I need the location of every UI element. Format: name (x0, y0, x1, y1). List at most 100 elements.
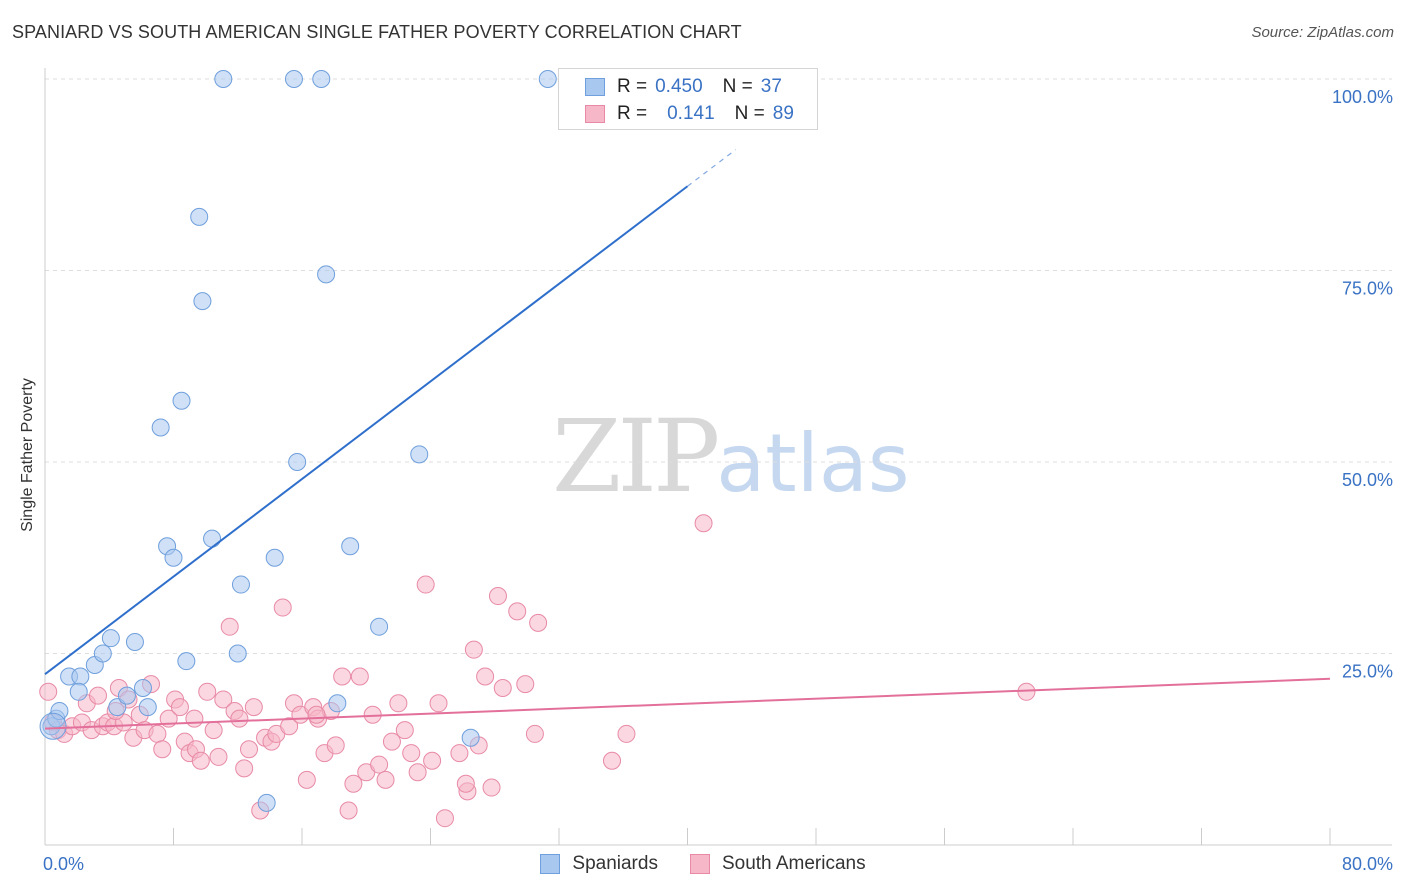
south-american-point (235, 759, 254, 778)
south-american-point (39, 682, 58, 701)
south-americans-swatch-icon (689, 854, 710, 874)
legend-item-south-americans[interactable]: South Americans (689, 853, 866, 875)
spaniard-point (538, 70, 557, 88)
spaniard-point (138, 698, 157, 717)
south-american-point (493, 678, 512, 697)
spaniard-point (317, 265, 336, 284)
south-american-point (297, 770, 316, 789)
south-american-point (1017, 682, 1036, 701)
south-american-point (370, 755, 389, 774)
spaniard-point (117, 686, 136, 705)
south-american-point (153, 740, 172, 759)
legend-item-spaniards[interactable]: Spaniards (540, 853, 658, 875)
south-american-point (244, 698, 263, 717)
spaniard-point (50, 701, 69, 720)
south-american-point (376, 770, 395, 789)
spaniard-point (151, 418, 170, 437)
south-american-point (220, 617, 239, 636)
south-american-point (239, 740, 258, 759)
x-tick-label: 0.0% (43, 854, 84, 874)
south-american-point (389, 694, 408, 713)
spaniard-cluster-point (39, 712, 67, 740)
spaniards-swatch-icon (540, 854, 561, 874)
y-tick-label: 25.0% (1342, 662, 1393, 682)
south-american-point (508, 602, 527, 621)
spaniard-point (328, 694, 347, 713)
y-tick-label: 50.0% (1342, 470, 1393, 490)
spaniard-point (71, 667, 90, 686)
south-american-point (435, 809, 454, 828)
spaniard-point (265, 548, 284, 567)
south-american-point (170, 698, 189, 717)
legend-label: Spaniards (572, 853, 658, 874)
spaniard-point (257, 793, 276, 812)
legend-label: South Americans (721, 853, 866, 874)
south-american-point (450, 744, 469, 763)
south-american-point (339, 801, 358, 820)
stats-n-value: 89 (772, 103, 794, 124)
spaniards-trend-extension (687, 149, 737, 187)
south-american-point (307, 705, 326, 724)
south-american-point (529, 613, 548, 632)
south-american-point (694, 514, 713, 533)
south-american-point (382, 732, 401, 751)
spaniards-trend-line (44, 185, 689, 675)
spaniard-point (341, 537, 360, 556)
y-tick-label: 100.0% (1332, 87, 1393, 107)
spaniard-point (312, 70, 331, 88)
watermark-atlas: atlas (716, 417, 910, 510)
spaniard-point (69, 682, 88, 701)
south-american-point (516, 675, 535, 694)
south-american-point (456, 774, 475, 793)
zipatlas-watermark: ZIPatlas (552, 398, 910, 515)
stats-row-south-americans: R = 0.141 N = 89 (585, 101, 794, 127)
spaniard-point (284, 70, 303, 88)
stats-n-value: 37 (760, 76, 782, 97)
south-american-point (464, 640, 483, 659)
south-american-point (89, 686, 108, 705)
south-american-point (191, 751, 210, 770)
south-american-point (402, 744, 421, 763)
stats-r-label: R = (617, 103, 648, 124)
chart-title: SPANIARD VS SOUTH AMERICAN SINGLE FATHER… (12, 22, 742, 42)
stats-r-value: 0.141 (667, 103, 715, 124)
south-american-point (416, 575, 435, 594)
spaniard-point (101, 629, 120, 648)
south-american-point (395, 721, 414, 740)
spaniard-point (164, 548, 183, 567)
x-tick-label: 80.0% (1342, 854, 1393, 874)
stats-n-label: N = (722, 76, 753, 97)
correlation-stats-box: R = 0.450 N = 37 R = 0.141 N = 89 (558, 68, 818, 130)
south-american-point (488, 587, 507, 606)
south-americans-trend-line (44, 677, 1331, 730)
south-american-point (617, 724, 636, 743)
south-american-point (280, 717, 299, 736)
south-american-point (482, 778, 501, 797)
spaniard-point (214, 70, 233, 88)
south-american-point (209, 747, 228, 766)
watermark-zip: ZIP (552, 398, 720, 515)
south-american-point (148, 724, 167, 743)
south-american-point (408, 763, 427, 782)
south-american-point (423, 751, 442, 770)
south-american-point (333, 667, 352, 686)
spaniard-point (190, 207, 209, 226)
stats-r-label: R = (617, 76, 648, 97)
south-american-point (326, 736, 345, 755)
stats-n-label: N = (734, 103, 765, 124)
spaniard-point (193, 292, 212, 311)
south-american-point (603, 751, 622, 770)
spaniard-point (172, 391, 191, 410)
south-american-point (198, 682, 217, 701)
south-american-point (525, 724, 544, 743)
stats-row-spaniards: R = 0.450 N = 37 (585, 74, 782, 100)
stats-r-value: 0.450 (655, 76, 703, 97)
south-american-point (204, 721, 223, 740)
source-credit: Source: ZipAtlas.com (1251, 24, 1394, 41)
south-american-point (273, 598, 292, 617)
spaniard-point (410, 445, 429, 464)
spaniard-point (288, 453, 307, 471)
spaniard-point (108, 698, 127, 717)
south-american-point (214, 690, 233, 709)
